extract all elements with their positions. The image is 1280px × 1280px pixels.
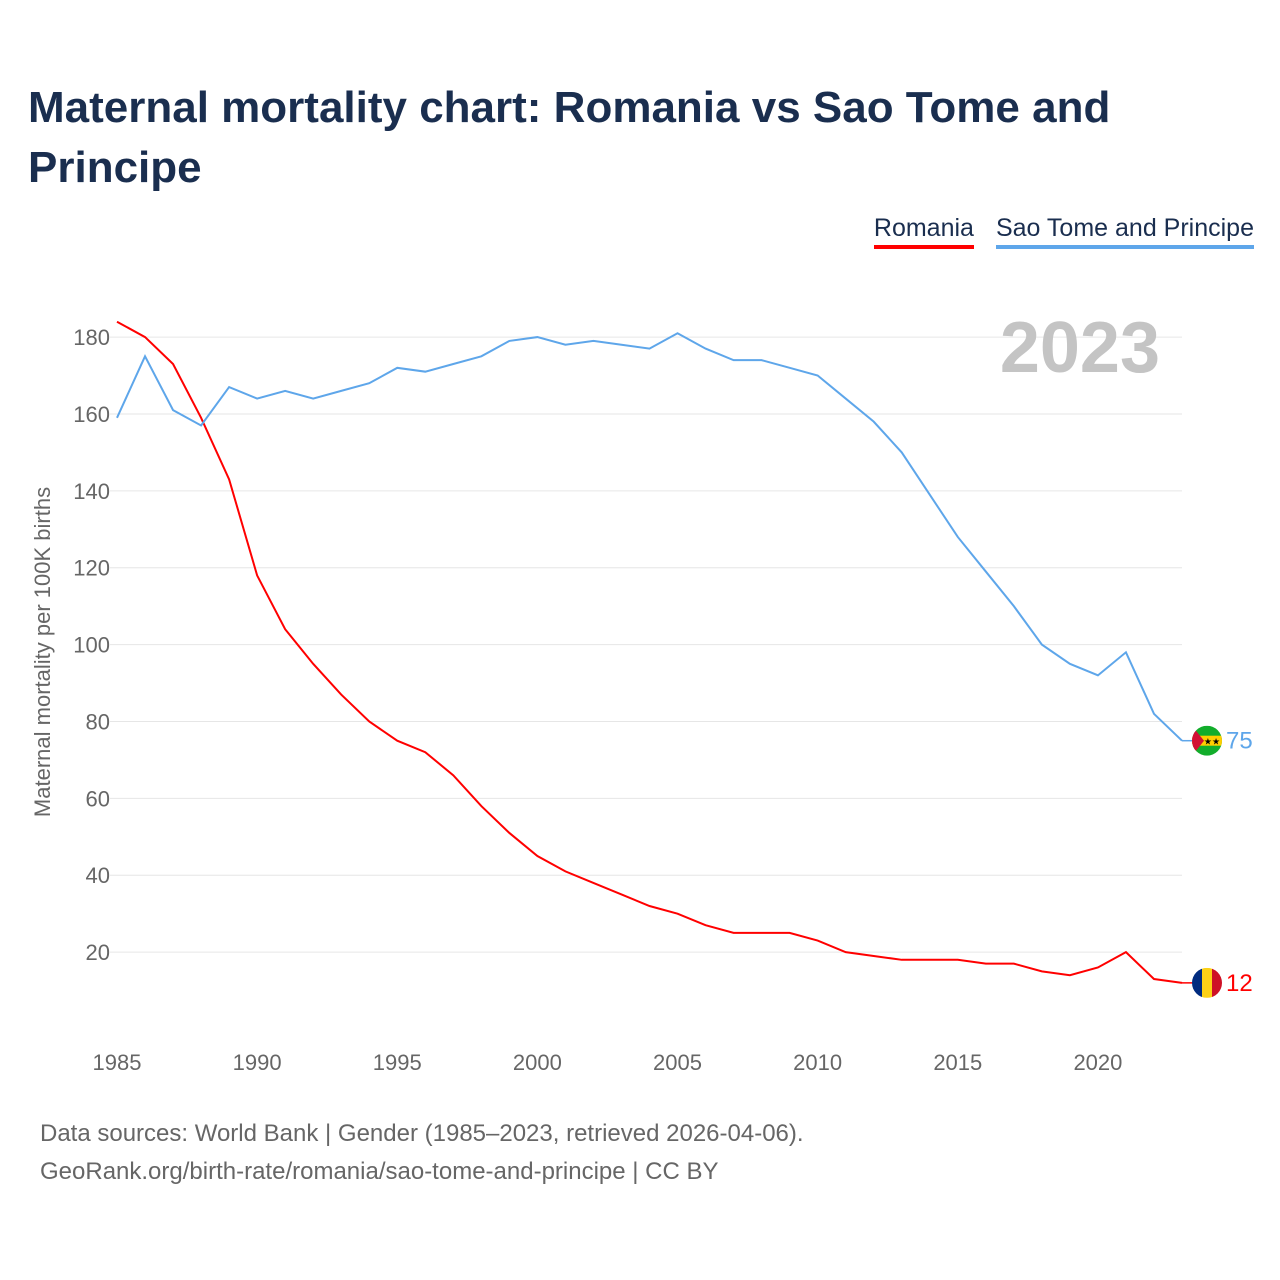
y-tick-label: 80 <box>86 709 110 734</box>
x-tick-label: 2010 <box>793 1050 842 1075</box>
y-tick-label: 140 <box>73 479 110 504</box>
end-value-label: 12 <box>1226 970 1253 997</box>
year-watermark: 2023 <box>1000 308 1160 388</box>
y-tick-label: 120 <box>73 556 110 581</box>
y-tick-label: 20 <box>86 940 110 965</box>
series-line-romania <box>116 320 1183 984</box>
y-tick-label: 180 <box>73 325 110 350</box>
x-tick-label: 2020 <box>1073 1050 1122 1075</box>
source-line: Data sources: World Bank | Gender (1985–… <box>40 1120 804 1147</box>
x-tick-label: 1985 <box>93 1050 142 1075</box>
x-tick-label: 1990 <box>233 1050 282 1075</box>
chart-title: Maternal mortality chart: Romania vs Sao… <box>28 83 1111 192</box>
svg-text:★★: ★★ <box>1204 737 1220 747</box>
legend-item-sao-tome[interactable]: Sao Tome and Principe <box>995 214 1254 249</box>
source-url[interactable]: GeoRank.org/birth-rate/romania/sao-tome-… <box>40 1158 719 1185</box>
x-tick-label: 2015 <box>933 1050 982 1075</box>
y-tick-label: 100 <box>73 633 110 658</box>
legend: Romania Sao Tome and Principe <box>873 214 1254 249</box>
end-value-label: 75 <box>1226 728 1253 755</box>
x-tick-label: 2005 <box>653 1050 702 1075</box>
sao-tome-flag-icon: ★★ <box>1192 725 1222 756</box>
romania-flag-icon <box>1192 967 1222 998</box>
y-tick-label: 40 <box>86 863 110 888</box>
x-tick-label: 1995 <box>373 1050 422 1075</box>
series-line-sao-tome <box>116 332 1183 742</box>
x-tick-label: 2000 <box>513 1050 562 1075</box>
y-axis-label: Maternal mortality per 100K births <box>30 487 55 817</box>
y-tick-label: 60 <box>86 786 110 811</box>
y-tick-label: 160 <box>73 402 110 427</box>
legend-item-romania[interactable]: Romania <box>873 214 974 249</box>
